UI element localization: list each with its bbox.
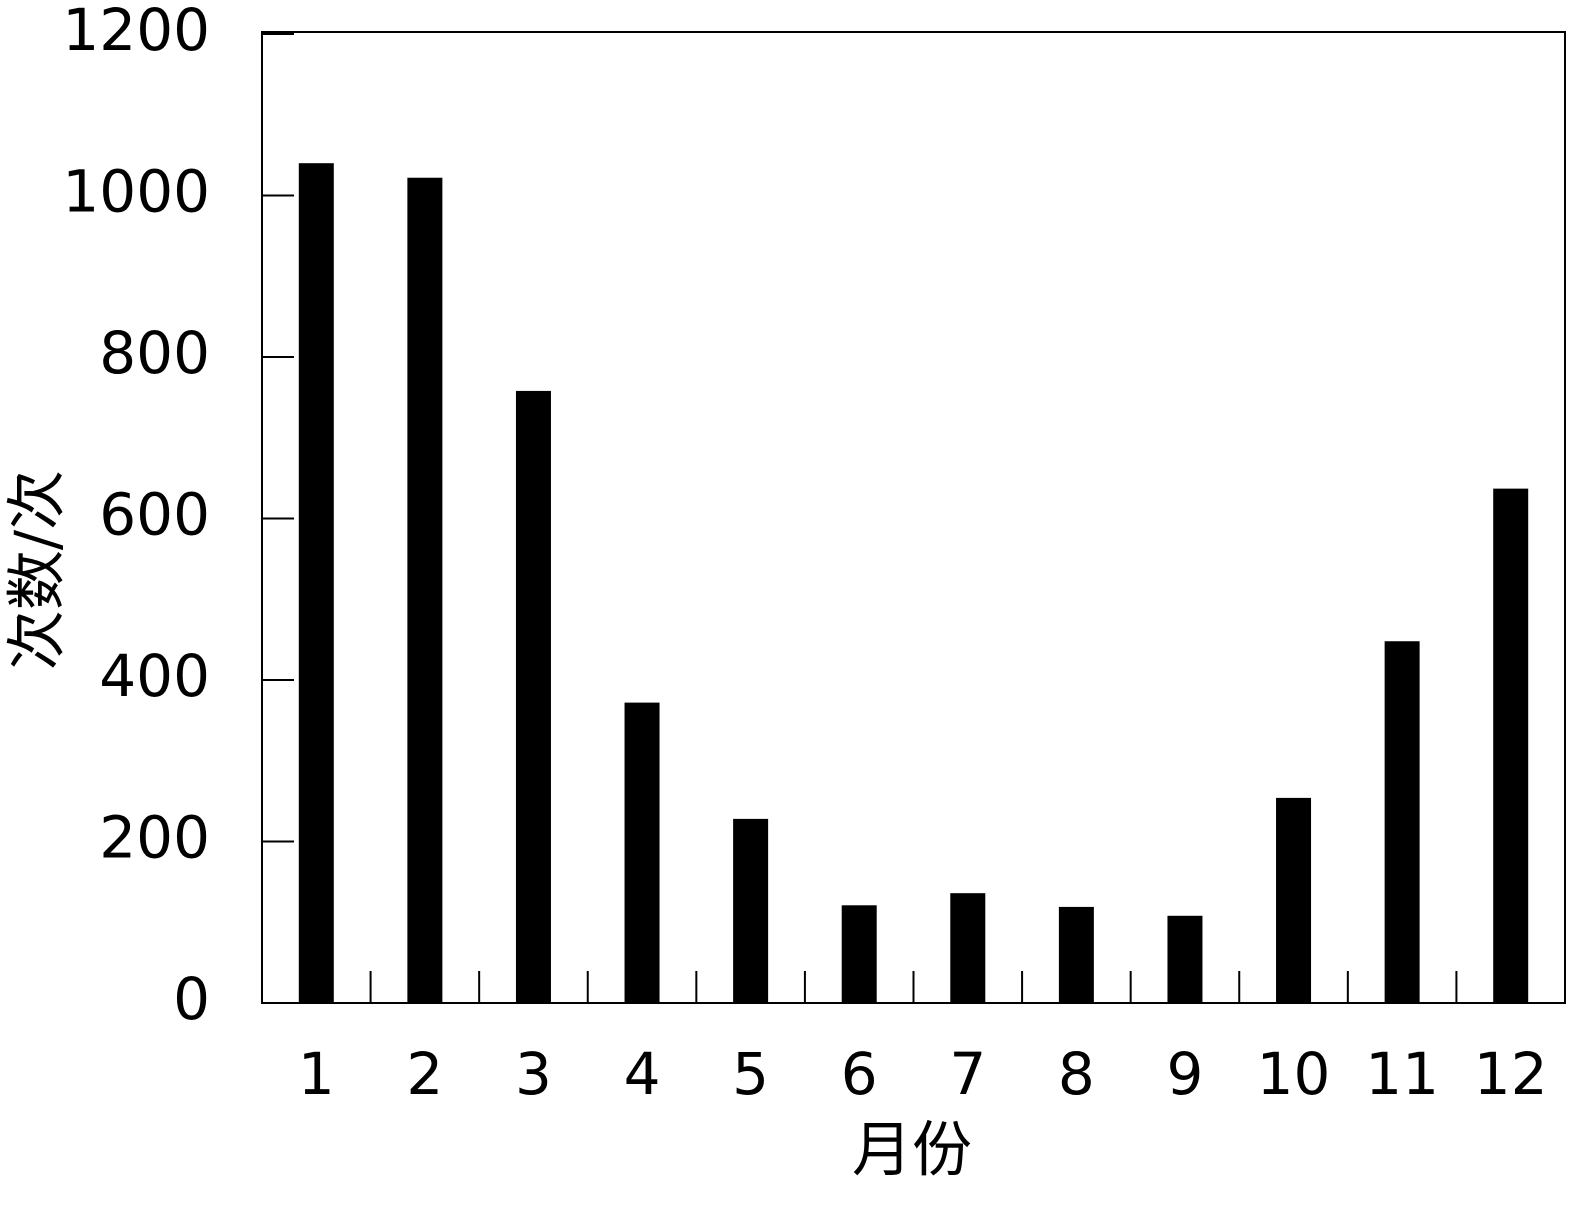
plot-frame	[261, 31, 1566, 1004]
bar	[950, 893, 986, 1003]
x-tick-label: 9	[1167, 1040, 1204, 1108]
bar	[1493, 488, 1529, 1003]
y-tick-label: 400	[99, 642, 210, 710]
bar	[841, 905, 877, 1003]
x-axis-title: 月份	[852, 1116, 972, 1186]
bar	[407, 177, 443, 1004]
x-tick-label: 6	[841, 1040, 878, 1108]
y-axis-title: 次数/次	[3, 470, 73, 670]
bar	[733, 818, 769, 1003]
y-tick-label: 200	[99, 804, 210, 872]
x-tick-label: 1	[298, 1040, 335, 1108]
bar	[1384, 641, 1420, 1003]
x-tick-label: 2	[406, 1040, 443, 1108]
x-tick-label: 3	[515, 1040, 552, 1108]
bar	[515, 390, 551, 1003]
bar	[298, 163, 334, 1003]
bar	[1276, 797, 1312, 1003]
y-tick-label: 800	[99, 319, 210, 387]
x-tick-label: 10	[1257, 1040, 1331, 1108]
x-tick-label: 12	[1474, 1040, 1548, 1108]
x-tick-label: 5	[732, 1040, 769, 1108]
bar	[624, 702, 660, 1003]
y-tick-label: 600	[99, 481, 210, 549]
bar	[1167, 915, 1203, 1003]
x-tick-label: 7	[949, 1040, 986, 1108]
y-tick-label: 1200	[62, 0, 210, 64]
x-tick-label: 8	[1058, 1040, 1095, 1108]
y-tick-label: 0	[173, 965, 210, 1033]
bar	[1058, 906, 1094, 1003]
x-tick-label: 11	[1365, 1040, 1439, 1108]
y-tick-label: 1000	[62, 158, 210, 226]
x-tick-label: 4	[624, 1040, 661, 1108]
